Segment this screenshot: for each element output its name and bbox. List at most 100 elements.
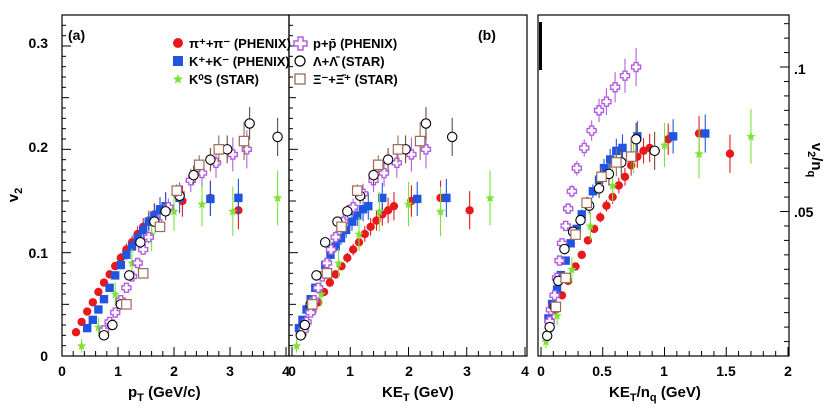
panel-c-x-tick-labels: 0 0.5 1 1.5 2 <box>537 363 792 379</box>
pion-point <box>383 206 393 215</box>
proton-point <box>143 231 154 243</box>
panel-b-x-tick-labels: 0 1 2 3 4 <box>288 363 529 379</box>
kaon-point <box>83 323 92 333</box>
pion-point <box>83 307 92 316</box>
panel-c-x-title: KET/nq (GeV) <box>609 384 701 404</box>
y-title-sub: 2 <box>13 188 25 194</box>
x-tick-label: 1 <box>660 363 668 379</box>
legend-entry-lambda: Λ+Λ̄ (STAR) <box>294 54 385 69</box>
proton-point <box>630 61 642 73</box>
y-tick-label-0-3: 0.3 <box>29 35 49 51</box>
xi-point <box>625 151 637 162</box>
legend-entry-pion: π⁺+π⁻ (PHENIX) <box>173 36 291 51</box>
panel-c-data-points <box>541 47 756 349</box>
pion-point <box>602 201 611 210</box>
proton-point <box>132 257 143 269</box>
xi-point <box>351 185 363 196</box>
lambda-point <box>160 206 171 217</box>
pion-point <box>389 201 399 211</box>
proton-point <box>560 220 571 232</box>
x-tick-label: 0 <box>537 363 545 379</box>
legend-marker-kaon <box>173 56 183 66</box>
proton-point <box>138 244 149 255</box>
kaon-point <box>234 193 243 203</box>
pion-point <box>614 181 624 190</box>
legend-label-proton: p+p̄ (PHENIX) <box>313 36 397 51</box>
x-tick-label: 0.5 <box>592 363 612 379</box>
proton-point <box>321 257 333 269</box>
x-tick-label: 0 <box>288 363 296 379</box>
x-title-sub2: q <box>650 392 657 404</box>
proton-point <box>313 282 324 293</box>
legend-entry-k0s: K⁰S (STAR) <box>173 72 259 87</box>
y-tick-label-c: .1 <box>794 61 806 77</box>
panel-c-frame <box>537 14 790 357</box>
lambda-point <box>272 131 283 143</box>
legend-label-kaon: K⁺+K⁻ (PHENIX) <box>189 54 290 69</box>
xi-point <box>611 157 622 168</box>
kaon-point <box>566 239 575 248</box>
svg-text:KET/nq (GeV): KET/nq (GeV) <box>609 384 701 404</box>
panel-a-data-points <box>71 107 283 353</box>
x-title-tail: (GeV) <box>410 384 454 401</box>
proton-point <box>593 105 605 116</box>
xi-point <box>372 159 384 171</box>
lambda-point <box>311 270 322 281</box>
lambda-point <box>544 321 555 333</box>
legend-marker-pion <box>173 38 183 48</box>
y-title-tail: /n <box>808 157 825 170</box>
proton-point <box>619 70 631 81</box>
lambda-point <box>541 330 553 342</box>
x-tick-label: 3 <box>463 363 471 379</box>
legend-entry-xi: Ξ⁻+Ξ̄⁺ (STAR) <box>294 72 398 87</box>
proton-point <box>579 142 590 154</box>
pion-point <box>620 172 630 182</box>
y-title-sub2: q <box>805 171 817 178</box>
pion-point <box>372 216 381 225</box>
xi-point <box>570 229 581 240</box>
x-title-main: KE <box>382 384 403 401</box>
legend-label-pion: π⁺+π⁻ (PHENIX) <box>189 36 291 51</box>
xi-point <box>137 268 149 279</box>
xi-point <box>238 135 250 147</box>
x-title-main: p <box>128 384 137 401</box>
panel-a-ticks <box>61 14 287 357</box>
y-title-sub: 2 <box>805 151 817 157</box>
proton-point <box>420 144 432 155</box>
xi-point <box>392 144 404 155</box>
panel-a-tag: (a) <box>68 27 85 43</box>
x-title-tail2: (GeV) <box>657 384 701 401</box>
legend-marker-xi <box>294 73 306 85</box>
kaon-point <box>561 256 570 265</box>
lambda-point <box>593 183 605 194</box>
kaon-point <box>150 211 159 220</box>
lambda-point <box>575 214 586 226</box>
x-tick-label: 2 <box>784 363 792 379</box>
pion-point <box>725 149 735 158</box>
proton-point <box>391 157 403 168</box>
x-tick-label: 3 <box>226 363 234 379</box>
panel-c-marker-bar <box>539 22 542 70</box>
xi-point <box>560 272 571 284</box>
panel-b-data-points <box>292 107 495 353</box>
legend: π⁺+π⁻ (PHENIX) K⁺+K⁻ (PHENIX) K⁰S (STAR)… <box>173 36 398 87</box>
lambda-point <box>420 118 432 129</box>
legend-entry-proton: p+p̄ (PHENIX) <box>293 36 397 51</box>
pion-point <box>596 213 605 222</box>
proton-point <box>554 255 565 266</box>
xi-point <box>581 197 592 209</box>
panel-b-x-title: KET (GeV) <box>382 384 454 404</box>
x-title-sub: T <box>403 392 410 404</box>
proton-point <box>566 186 578 197</box>
panel-c-y-tick-labels: .05 .1 <box>794 61 814 220</box>
proton-point <box>121 282 132 293</box>
kaon-point <box>336 234 346 243</box>
xi-point <box>414 135 426 147</box>
kaon-point <box>588 187 598 196</box>
kaon-point <box>552 285 562 294</box>
x-title-main: KE <box>609 384 630 401</box>
x-title-sub: T <box>630 392 637 404</box>
xi-point <box>193 159 205 171</box>
lambda-point <box>188 169 199 181</box>
